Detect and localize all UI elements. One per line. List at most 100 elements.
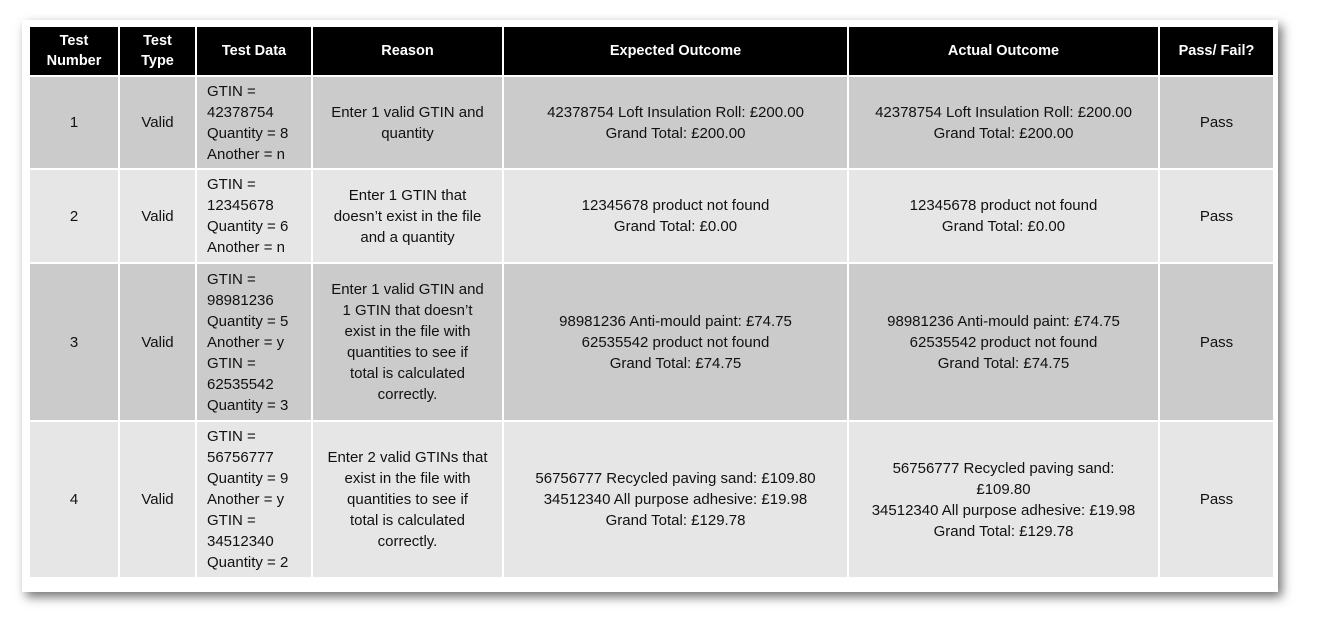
test-data-cell-line: Quantity = 9: [207, 470, 289, 487]
test-data-cell-line: GTIN =: [207, 512, 256, 529]
test-number-cell: 3: [28, 262, 120, 422]
test-data-cell-line: 56756777: [207, 449, 274, 466]
test-number-cell: 1: [28, 75, 120, 170]
actual-outcome-cell: 42378754 Loft Insulation Roll: £200.00 Gr…: [847, 75, 1160, 170]
header-text: Reason: [381, 43, 434, 59]
expected-outcome-cell-line: 62535542 product not found: [581, 333, 770, 351]
actual-outcome-cell-line: Grand Total: £74.75: [937, 354, 1070, 372]
test-data-cell-line: Quantity = 2: [207, 554, 289, 571]
test-data-cell-line: 34512340: [207, 533, 274, 550]
reason-cell-line: exist in the file with: [344, 323, 471, 340]
actual-outcome-cell-line: 98981236 Anti-mould paint: £74.75: [887, 312, 1120, 330]
test-type-cell: Valid: [118, 75, 197, 170]
reason-cell-line: Enter 2 valid GTINs that: [327, 449, 488, 466]
actual-outcome-cell-line: 12345678 product not found: [909, 197, 1098, 214]
table-row: 3 Valid GTIN = 98981236 Quantity = 5 Another …: [28, 262, 1275, 422]
actual-outcome-cell-line: Grand Total: £0.00: [941, 218, 1066, 235]
header-test-number: Test Number: [28, 25, 120, 77]
expected-outcome-cell-line: Grand Total: £0.00: [613, 218, 738, 235]
reason-cell-line: doesn’t exist in the file: [333, 207, 482, 225]
header-row: Test Number Test Type Test Data Reason Expecte…: [28, 25, 1275, 77]
header-text: Test Data: [221, 43, 287, 59]
reason-cell-line: quantities to see if: [347, 344, 468, 361]
expected-outcome-cell-line: 98981236 Anti-mould paint: £74.75: [559, 312, 792, 330]
expected-outcome-cell-line: 12345678 product not found: [581, 197, 770, 214]
test-data-cell-line: Quantity = 6: [207, 218, 289, 235]
table-row: 4 Valid GTIN = 56756777 Quantity = 9 Another …: [28, 420, 1275, 579]
test-data-cell-line: GTIN =: [207, 428, 256, 445]
reason-cell-line: and a quantity: [360, 228, 455, 246]
test-data-cell-line: 42378754: [207, 103, 274, 121]
test-number-cell: 4: [28, 420, 120, 579]
expected-outcome-cell: 42378754 Loft Insulation Roll: £200.00 Gr…: [502, 75, 849, 170]
test-data-cell-line: GTIN =: [207, 270, 256, 288]
reason-cell-line: total is calculated: [349, 365, 466, 382]
test-type-cell: Valid: [118, 168, 197, 264]
test-table-frame: Test Number Test Type Test Data Reason Expecte…: [22, 20, 1278, 592]
expected-outcome-cell-line: 42378754 Loft Insulation Roll: £200.00: [547, 103, 804, 121]
test-data-cell-line: Another = n: [207, 145, 285, 163]
reason-cell-line: quantities to see if: [347, 491, 468, 508]
test-data-cell: GTIN = 98981236 Quantity = 5 Another = y GTI…: [195, 262, 313, 422]
test-data-cell-line: Another = n: [207, 239, 285, 256]
header-text: Number: [46, 53, 102, 69]
test-type-cell: Valid: [118, 262, 197, 422]
test-data-cell-line: 62535542: [207, 375, 274, 393]
actual-outcome-cell-line: Grand Total: £129.78: [933, 522, 1074, 540]
header-text: Actual Outcome: [947, 43, 1060, 59]
pass-fail-cell: Pass: [1158, 262, 1275, 422]
expected-outcome-cell-line: Grand Total: £129.78: [605, 512, 746, 529]
test-data-cell-line: Quantity = 3: [207, 396, 289, 414]
test-data-cell-line: 12345678: [207, 197, 274, 214]
actual-outcome-cell: 12345678 product not found Grand Total: £…: [847, 168, 1160, 264]
reason-cell-line: exist in the file with: [344, 470, 471, 487]
actual-outcome-cell-line: £109.80: [976, 480, 1031, 498]
test-plan-table: Test Number Test Type Test Data Reason Expecte…: [28, 25, 1275, 579]
actual-outcome-cell: 98981236 Anti-mould paint: £74.75 6253554…: [847, 262, 1160, 422]
reason-cell-line: total is calculated: [349, 512, 466, 529]
table-row: 2 Valid GTIN = 12345678 Quantity = 6 Another …: [28, 168, 1275, 264]
actual-outcome-cell-line: 56756777 Recycled paving sand:: [892, 459, 1115, 477]
header-expected-outcome: Expected Outcome: [502, 25, 849, 77]
test-data-cell-line: GTIN =: [207, 82, 256, 100]
test-data-cell-line: Another = y: [207, 333, 285, 351]
header-actual-outcome: Actual Outcome: [847, 25, 1160, 77]
test-data-cell-line: Quantity = 5: [207, 312, 289, 330]
reason-cell-line: Enter 1 valid GTIN and: [331, 281, 484, 298]
reason-cell: Enter 1 valid GTIN and 1 GTIN that doesn’…: [311, 262, 504, 422]
actual-outcome-cell-line: 42378754 Loft Insulation Roll: £200.00: [875, 103, 1132, 121]
expected-outcome-cell: 98981236 Anti-mould paint: £74.75 6253554…: [502, 262, 849, 422]
header-reason: Reason: [311, 25, 504, 77]
test-data-cell-line: GTIN =: [207, 176, 256, 193]
header-text: Expected Outcome: [609, 43, 742, 59]
actual-outcome-cell-line: Grand Total: £200.00: [933, 124, 1074, 142]
test-type-cell: Valid: [118, 420, 197, 579]
actual-outcome-cell-line: 34512340 All purpose adhesive: £19.98: [871, 501, 1136, 519]
reason-cell-line: Enter 1 GTIN that: [348, 186, 467, 204]
header-pass-fail: Pass/ Fail?: [1158, 25, 1275, 77]
reason-cell-line: correctly.: [377, 386, 438, 403]
test-data-cell-line: GTIN =: [207, 354, 256, 372]
expected-outcome-cell: 56756777 Recycled paving sand: £109.80 34…: [502, 420, 849, 579]
actual-outcome-cell-line: 62535542 product not found: [909, 333, 1098, 351]
reason-cell: Enter 1 valid GTIN and quantity: [311, 75, 504, 170]
header-test-data: Test Data: [195, 25, 313, 77]
expected-outcome-cell-line: 56756777 Recycled paving sand: £109.80: [535, 470, 816, 487]
expected-outcome-cell-line: Grand Total: £200.00: [605, 124, 746, 142]
header-text: Test: [59, 33, 89, 49]
test-data-cell-line: 98981236: [207, 291, 274, 309]
test-data-cell: GTIN = 56756777 Quantity = 9 Another = y GTI…: [195, 420, 313, 579]
reason-cell-line: correctly.: [377, 533, 438, 550]
test-data-cell-line: Another = y: [207, 491, 285, 508]
test-data-cell: GTIN = 12345678 Quantity = 6 Another = n: [195, 168, 313, 264]
expected-outcome-cell: 12345678 product not found Grand Total: £…: [502, 168, 849, 264]
reason-cell: Enter 1 GTIN that doesn’t exist in the fi…: [311, 168, 504, 264]
pass-fail-cell: Pass: [1158, 420, 1275, 579]
header-text: Test: [143, 33, 172, 49]
header-test-type: Test Type: [118, 25, 197, 77]
table-row: 1 Valid GTIN = 42378754 Quantity = 8 Another …: [28, 75, 1275, 170]
reason-cell-line: Enter 1 valid GTIN and: [331, 103, 484, 121]
reason-cell-line: quantity: [381, 124, 434, 142]
header-text: Pass/ Fail?: [1178, 43, 1255, 59]
test-data-cell: GTIN = 42378754 Quantity = 8 Another = n: [195, 75, 313, 170]
